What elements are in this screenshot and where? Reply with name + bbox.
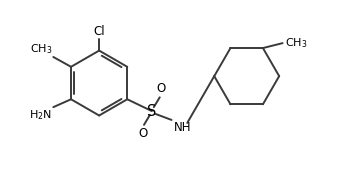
Text: H$_2$N: H$_2$N [29,108,52,122]
Text: CH$_3$: CH$_3$ [284,36,307,50]
Text: S: S [147,104,157,119]
Text: O: O [139,127,148,140]
Text: CH$_3$: CH$_3$ [30,42,52,56]
Text: NH: NH [174,121,191,134]
Text: O: O [156,82,165,95]
Text: Cl: Cl [93,25,105,38]
